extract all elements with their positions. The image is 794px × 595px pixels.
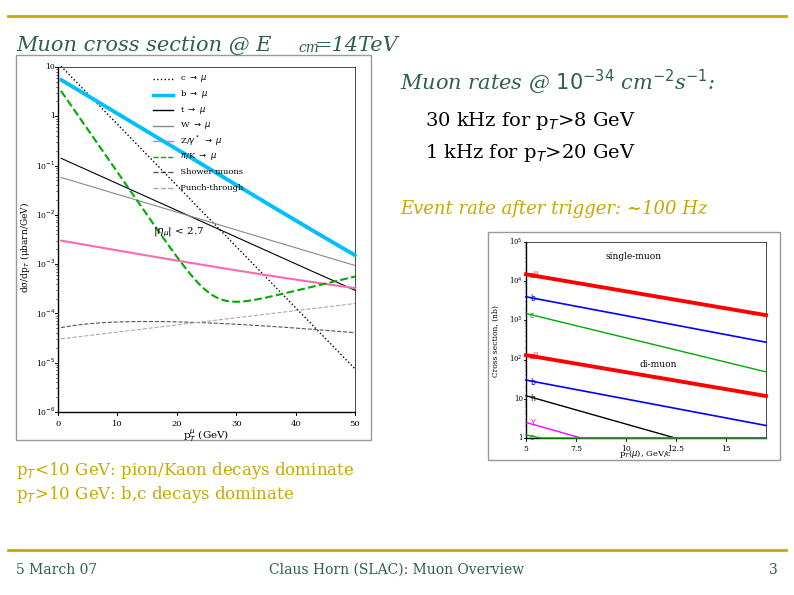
Text: 1: 1 [518, 434, 523, 442]
Text: c $\rightarrow$ $\mu$: c $\rightarrow$ $\mu$ [175, 74, 207, 84]
Text: 30: 30 [231, 420, 241, 428]
Text: Muon rates @ $10^{-34}$ cm$^{-2}$s$^{-1}$:: Muon rates @ $10^{-34}$ cm$^{-2}$s$^{-1}… [400, 68, 715, 97]
Text: di-muon: di-muon [639, 359, 676, 368]
Text: all: all [530, 271, 539, 280]
Text: 40: 40 [291, 420, 301, 428]
Text: all: all [530, 352, 539, 361]
Text: p$_T$($\mu$), GeV/c: p$_T$($\mu$), GeV/c [619, 448, 673, 460]
Text: Shower muons: Shower muons [175, 168, 243, 176]
Text: b: b [530, 378, 535, 387]
Text: 10$^3$: 10$^3$ [509, 315, 523, 326]
Text: 30 kHz for p$_T$>8 GeV: 30 kHz for p$_T$>8 GeV [425, 110, 636, 132]
Text: 10$^{-1}$: 10$^{-1}$ [36, 159, 55, 172]
Text: 10: 10 [621, 445, 631, 453]
Text: Event rate after trigger: ~100 Hz: Event rate after trigger: ~100 Hz [400, 200, 707, 218]
Text: 0: 0 [56, 420, 60, 428]
Text: dσ/dp$_T$ (μbarn/GeV): dσ/dp$_T$ (μbarn/GeV) [18, 202, 32, 293]
Text: 1: 1 [50, 112, 55, 120]
Text: 10: 10 [112, 420, 123, 428]
Text: $\Upsilon$: $\Upsilon$ [530, 417, 537, 428]
Text: =14TeV: =14TeV [315, 36, 399, 55]
Text: cm: cm [298, 41, 319, 55]
Text: 5 March 07: 5 March 07 [16, 563, 97, 577]
Text: c: c [530, 311, 534, 321]
Text: 10$^4$: 10$^4$ [509, 275, 523, 287]
Text: 7.5: 7.5 [570, 445, 582, 453]
Text: 50: 50 [349, 420, 360, 428]
Text: p$_T$<10 GeV: pion/Kaon decays dominate: p$_T$<10 GeV: pion/Kaon decays dominate [16, 460, 354, 481]
Text: 10$^{-5}$: 10$^{-5}$ [36, 356, 55, 369]
Text: Muon cross section @ E: Muon cross section @ E [16, 36, 272, 55]
Text: single-muon: single-muon [606, 252, 662, 261]
Text: p$_T$>10 GeV: b,c decays dominate: p$_T$>10 GeV: b,c decays dominate [16, 484, 295, 505]
Text: Z/$\gamma^*$ $\rightarrow$ $\mu$: Z/$\gamma^*$ $\rightarrow$ $\mu$ [175, 134, 222, 148]
Text: 20: 20 [172, 420, 182, 428]
Text: 5: 5 [523, 445, 529, 453]
Bar [488, 232, 780, 460]
Text: 10: 10 [514, 395, 523, 403]
Text: 12.5: 12.5 [668, 445, 684, 453]
Text: 15: 15 [721, 445, 730, 453]
Text: $\pi$/K $\rightarrow$ $\mu$: $\pi$/K $\rightarrow$ $\mu$ [175, 151, 217, 162]
Text: c: c [530, 434, 534, 443]
Text: W $\rightarrow$ $\mu$: W $\rightarrow$ $\mu$ [175, 120, 211, 131]
Text: p$^{\mu}_T$ (GeV): p$^{\mu}_T$ (GeV) [183, 428, 229, 444]
Text: Claus Horn (SLAC): Muon Overview: Claus Horn (SLAC): Muon Overview [269, 563, 525, 577]
Text: 3: 3 [769, 563, 778, 577]
Text: 10$^{-2}$: 10$^{-2}$ [36, 209, 55, 221]
Text: 10$^{-4}$: 10$^{-4}$ [36, 307, 55, 320]
Text: 10: 10 [45, 63, 55, 71]
Text: b: b [530, 295, 535, 303]
Text: 10$^{-6}$: 10$^{-6}$ [36, 406, 55, 418]
Text: |$\eta_\mu$| < 2.7: |$\eta_\mu$| < 2.7 [153, 226, 205, 239]
Text: 10$^2$: 10$^2$ [510, 354, 523, 365]
Text: 1 kHz for p$_T$>20 GeV: 1 kHz for p$_T$>20 GeV [425, 142, 636, 164]
Text: 10$^5$: 10$^5$ [509, 236, 523, 248]
Text: t $\rightarrow$ $\mu$: t $\rightarrow$ $\mu$ [175, 105, 206, 115]
Text: h: h [530, 394, 535, 403]
Text: b $\rightarrow$ $\mu$: b $\rightarrow$ $\mu$ [175, 89, 208, 101]
Text: Cross section, (nb): Cross section, (nb) [492, 305, 500, 377]
Text: Punch-through: Punch-through [175, 183, 244, 192]
Bar [16, 55, 371, 440]
Text: 10$^{-3}$: 10$^{-3}$ [36, 258, 55, 270]
